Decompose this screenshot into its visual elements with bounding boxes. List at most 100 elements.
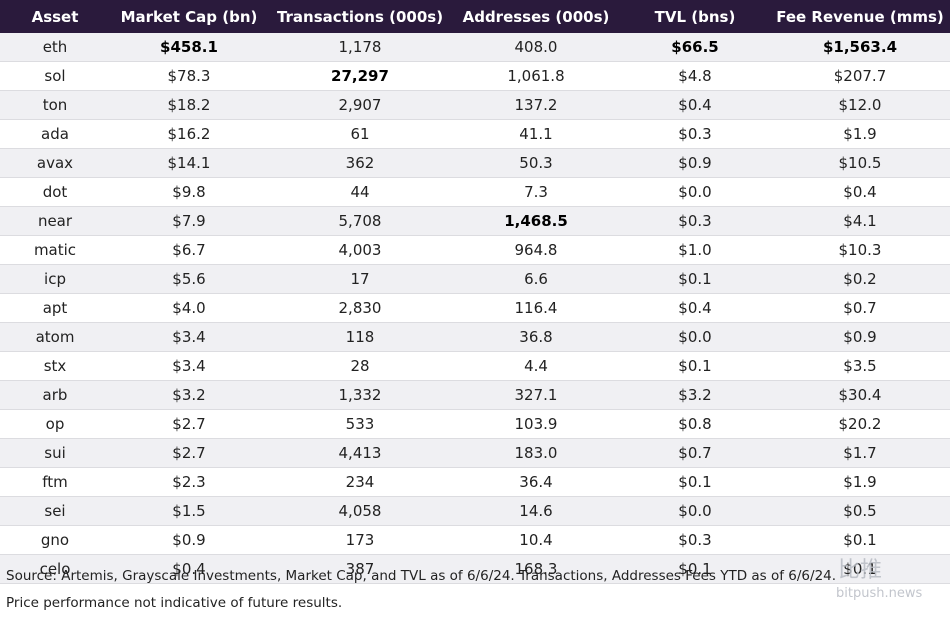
value-cell: 14.6 xyxy=(452,496,620,526)
value-cell: $18.2 xyxy=(110,90,268,120)
table-row: avax $14.1 362 50.3 $0.9 $10.5 xyxy=(0,148,950,178)
table-row: arb $3.2 1,332 327.1 $3.2 $30.4 xyxy=(0,380,950,410)
value-cell: 387 xyxy=(268,554,452,584)
asset-cell: sei xyxy=(0,496,110,526)
value-cell: $1.9 xyxy=(770,119,950,149)
column-header: Market Cap (bn) xyxy=(110,0,268,33)
asset-cell: apt xyxy=(0,293,110,323)
value-cell: $4.1 xyxy=(770,206,950,236)
asset-cell: eth xyxy=(0,33,110,62)
value-cell: $0.4 xyxy=(620,90,770,120)
table-row: sol $78.3 27,297 1,061.8 $4.8 $207.7 xyxy=(0,61,950,91)
value-cell: $0.4 xyxy=(110,554,268,584)
watermark-logo: 比推 xyxy=(838,558,883,583)
value-cell: $0.1 xyxy=(620,467,770,497)
value-cell: 36.8 xyxy=(452,322,620,352)
value-cell: 61 xyxy=(268,119,452,149)
table-row: icp $5.6 17 6.6 $0.1 $0.2 xyxy=(0,264,950,294)
value-cell: $3.4 xyxy=(110,322,268,352)
asset-cell: ton xyxy=(0,90,110,120)
table-row: near $7.9 5,708 1,468.5 $0.3 $4.1 xyxy=(0,206,950,236)
header-row: Asset Market Cap (bn) Transactions (000s) A… xyxy=(0,0,950,33)
value-cell: $4.8 xyxy=(620,61,770,91)
table-row: ftm $2.3 234 36.4 $0.1 $1.9 xyxy=(0,467,950,497)
value-cell: $7.9 xyxy=(110,206,268,236)
value-cell: $1,563.4 xyxy=(770,33,950,62)
value-cell: 10.4 xyxy=(452,525,620,555)
table-row: ton $18.2 2,907 137.2 $0.4 $12.0 xyxy=(0,90,950,120)
table-row: ada $16.2 61 41.1 $0.3 $1.9 xyxy=(0,119,950,149)
value-cell: $9.8 xyxy=(110,177,268,207)
value-cell: 2,907 xyxy=(268,90,452,120)
value-cell: 183.0 xyxy=(452,438,620,468)
value-cell: 533 xyxy=(268,409,452,439)
value-cell: 7.3 xyxy=(452,177,620,207)
value-cell: 27,297 xyxy=(268,61,452,91)
value-cell: 168.3 xyxy=(452,554,620,584)
footnote: Price performance not indicative of futu… xyxy=(6,595,343,611)
value-cell: $0.1 xyxy=(770,525,950,555)
value-cell: $66.5 xyxy=(620,33,770,62)
value-cell: 964.8 xyxy=(452,235,620,265)
value-cell: $2.7 xyxy=(110,409,268,439)
value-cell: $0.3 xyxy=(620,119,770,149)
table-row: dot $9.8 44 7.3 $0.0 $0.4 xyxy=(0,177,950,207)
column-header: Asset xyxy=(0,0,110,33)
value-cell: 103.9 xyxy=(452,409,620,439)
value-cell: $0.0 xyxy=(620,496,770,526)
value-cell: $1.0 xyxy=(620,235,770,265)
value-cell: $5.6 xyxy=(110,264,268,294)
asset-cell: dot xyxy=(0,177,110,207)
value-cell: $2.3 xyxy=(110,467,268,497)
value-cell: $10.3 xyxy=(770,235,950,265)
asset-cell: op xyxy=(0,409,110,439)
value-cell: $3.4 xyxy=(110,351,268,381)
value-cell: 36.4 xyxy=(452,467,620,497)
table-row: sui $2.7 4,413 183.0 $0.7 $1.7 xyxy=(0,438,950,468)
column-header: TVL (bns) xyxy=(620,0,770,33)
column-header: Transactions (000s) xyxy=(268,0,452,33)
asset-cell: atom xyxy=(0,322,110,352)
value-cell: 4,413 xyxy=(268,438,452,468)
value-cell: 4.4 xyxy=(452,351,620,381)
value-cell: 234 xyxy=(268,467,452,497)
data-table: Asset Market Cap (bn) Transactions (000s) A… xyxy=(0,0,950,584)
value-cell: $0.8 xyxy=(620,409,770,439)
value-cell: $14.1 xyxy=(110,148,268,178)
value-cell: 118 xyxy=(268,322,452,352)
table-body: eth $458.1 1,178 408.0 $66.5 $1,563.4 sol $78.3… xyxy=(0,33,950,584)
value-cell: $16.2 xyxy=(110,119,268,149)
value-cell: 1,332 xyxy=(268,380,452,410)
table-row: sei $1.5 4,058 14.6 $0.0 $0.5 xyxy=(0,496,950,526)
value-cell: 2,830 xyxy=(268,293,452,323)
value-cell: $3.5 xyxy=(770,351,950,381)
value-cell: $78.3 xyxy=(110,61,268,91)
value-cell: $3.2 xyxy=(110,380,268,410)
table-row: atom $3.4 118 36.8 $0.0 $0.9 xyxy=(0,322,950,352)
value-cell: $207.7 xyxy=(770,61,950,91)
value-cell: 173 xyxy=(268,525,452,555)
value-cell: $4.0 xyxy=(110,293,268,323)
value-cell: $0.0 xyxy=(620,322,770,352)
value-cell: $0.3 xyxy=(620,525,770,555)
asset-cell: ftm xyxy=(0,467,110,497)
asset-cell: sui xyxy=(0,438,110,468)
asset-cell: gno xyxy=(0,525,110,555)
value-cell: $0.1 xyxy=(620,264,770,294)
value-cell: $0.7 xyxy=(770,293,950,323)
asset-cell: matic xyxy=(0,235,110,265)
value-cell: 6.6 xyxy=(452,264,620,294)
asset-cell: sol xyxy=(0,61,110,91)
value-cell: 362 xyxy=(268,148,452,178)
value-cell: 17 xyxy=(268,264,452,294)
asset-cell: arb xyxy=(0,380,110,410)
value-cell: 28 xyxy=(268,351,452,381)
table-row: gno $0.9 173 10.4 $0.3 $0.1 xyxy=(0,525,950,555)
value-cell: $0.9 xyxy=(620,148,770,178)
value-cell: $3.2 xyxy=(620,380,770,410)
asset-cell: ada xyxy=(0,119,110,149)
table-row: eth $458.1 1,178 408.0 $66.5 $1,563.4 xyxy=(0,33,950,62)
value-cell: $10.5 xyxy=(770,148,950,178)
asset-cell: icp xyxy=(0,264,110,294)
